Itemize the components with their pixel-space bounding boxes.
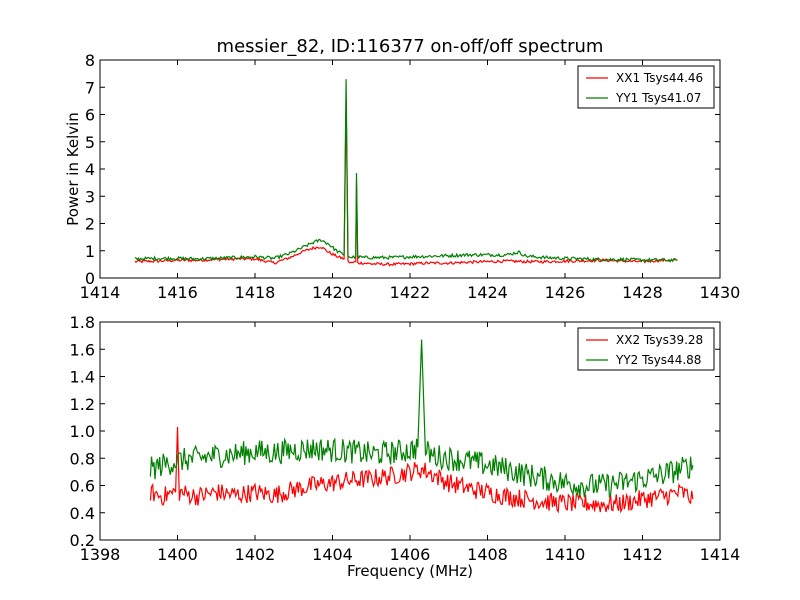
legend-entry: XX2 Tsys39.28	[616, 333, 703, 347]
x-tick-label: 1424	[467, 283, 508, 302]
legend-box	[577, 65, 715, 109]
y-tick-label: 0.4	[70, 504, 95, 523]
y-tick-label: 5	[85, 133, 95, 152]
x-tick-label: 1414	[700, 545, 741, 564]
y-tick-label: 1.6	[70, 340, 95, 359]
x-tick-label: 1430	[700, 283, 741, 302]
y-tick-label: 1.0	[70, 422, 95, 441]
y-axis-label: Power in Kelvin	[64, 112, 82, 226]
y-tick-label: 1.2	[70, 395, 95, 414]
y-tick-label: 0	[85, 269, 95, 288]
x-tick-label: 1408	[467, 545, 508, 564]
y-tick-label: 0.2	[70, 531, 95, 550]
x-tick-label: 1420	[312, 283, 353, 302]
x-tick-label: 1400	[157, 545, 198, 564]
chart-panel-2: 1398 1400 1402 1404 1406 1408 1410 1412 1414 0.2 0…	[70, 313, 741, 580]
series-line-xx1	[134, 98, 678, 267]
x-tick-label: 1406	[390, 545, 431, 564]
y-tick-label: 7	[85, 78, 95, 97]
x-tick-label: 1416	[157, 283, 198, 302]
legend-entry: YY2 Tsys44.88	[615, 353, 701, 367]
chart-title: messier_82, ID:116377 on-off/off spectru…	[217, 36, 604, 57]
x-tick-label: 1428	[622, 283, 663, 302]
x-tick-label: 1414	[80, 283, 121, 302]
series-line-yy1	[134, 79, 678, 263]
x-tick-label: 1404	[312, 545, 353, 564]
legend: XX1 Tsys44.46 YY1 Tsys41.07	[577, 65, 715, 109]
legend: XX2 Tsys39.28 YY2 Tsys44.88	[577, 327, 715, 371]
y-tick-label: 0.8	[70, 449, 95, 468]
chart-panel-1: 1414 1416 1418 1420 1422 1424 1426 1428 1430 0 1 2 3…	[64, 36, 740, 302]
y-tick-label: 6	[85, 106, 95, 125]
x-tick-label: 1402	[235, 545, 276, 564]
x-tick-label: 1418	[235, 283, 276, 302]
y-tick-label: 4	[85, 160, 95, 179]
x-tick-label: 1426	[545, 283, 586, 302]
x-axis-label: Frequency (MHz)	[347, 562, 473, 580]
x-tick-label: 1422	[390, 283, 431, 302]
x-tick-label: 1398	[80, 545, 121, 564]
series-line-yy2	[149, 339, 694, 499]
y-tick-label: 8	[85, 51, 95, 70]
x-tick-label: 1412	[622, 545, 663, 564]
legend-entry: XX1 Tsys44.46	[616, 71, 703, 85]
y-tick-label: 1.4	[70, 368, 95, 387]
y-tick-label: 1	[85, 242, 95, 261]
y-tick-label: 2	[85, 215, 95, 234]
legend-box	[577, 327, 715, 371]
legend-entry: YY1 Tsys41.07	[615, 91, 701, 105]
y-tick-label: 1.8	[70, 313, 95, 332]
x-tick-label: 1410	[545, 545, 586, 564]
y-tick-label: 0.6	[70, 477, 95, 496]
series-line-xx2	[149, 426, 694, 514]
y-tick-label: 3	[85, 187, 95, 206]
